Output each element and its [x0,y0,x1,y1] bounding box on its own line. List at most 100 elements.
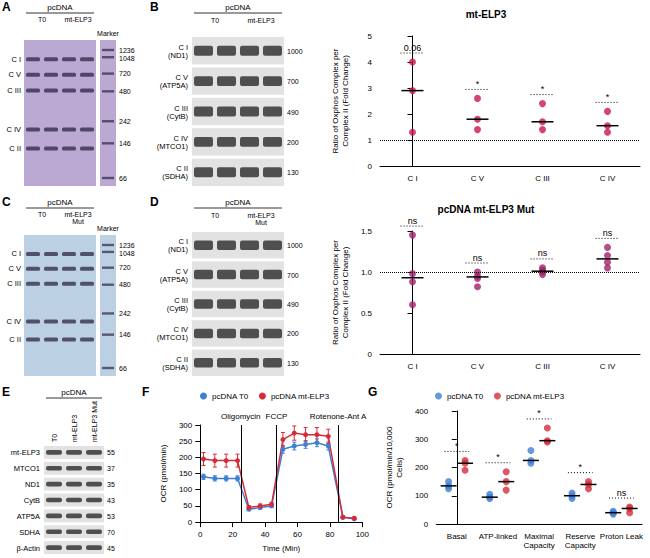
svg-text:1000: 1000 [287,48,303,55]
svg-text:SDHA: SDHA [19,528,40,537]
svg-text:T0: T0 [51,434,58,442]
svg-text:pcDNA: pcDNA [225,3,251,12]
svg-text:Time (Min): Time (Min) [262,544,300,553]
svg-text:200: 200 [415,463,429,472]
svg-text:pcDNA mt-ELP3: pcDNA mt-ELP3 [506,392,565,401]
svg-text:*: * [496,452,500,462]
svg-text:Basal: Basal [447,532,467,541]
svg-text:ATP5A: ATP5A [17,512,40,521]
svg-text:(ND1): (ND1) [168,51,189,60]
svg-text:0: 0 [424,520,429,529]
svg-text:Rotenone-Ant A: Rotenone-Ant A [310,412,367,421]
svg-text:D: D [150,195,159,209]
svg-text:300: 300 [179,421,193,430]
svg-text:MTCO1: MTCO1 [14,464,40,473]
svg-text:F: F [142,385,149,399]
svg-text:146: 146 [119,140,131,147]
svg-text:35: 35 [107,481,115,488]
svg-text:(CytB): (CytB) [167,304,189,313]
svg-text:C V: C V [471,362,485,371]
svg-text:300: 300 [415,435,429,444]
svg-text:pcDNA T0: pcDNA T0 [212,392,249,401]
svg-text:(MTCO1): (MTCO1) [157,333,189,342]
svg-text:(SDHA): (SDHA) [162,172,188,181]
svg-text:2: 2 [368,110,373,119]
svg-text:Cells): Cells) [395,457,404,478]
svg-text:490: 490 [287,109,299,116]
svg-text:200: 200 [287,330,299,337]
svg-text:*: * [606,92,610,102]
svg-text:pcDNA: pcDNA [225,198,251,207]
svg-text:Ratio of Oxphos Complex per: Ratio of Oxphos Complex per [331,48,340,153]
svg-text:C II: C II [9,335,21,344]
svg-text:C V: C V [8,70,21,79]
svg-text:Capacity: Capacity [565,541,596,550]
svg-text:C I: C I [11,55,21,64]
svg-text:Ratio of Oxphos Complex per: Ratio of Oxphos Complex per [331,240,340,345]
svg-text:C III: C III [7,86,21,95]
svg-text:45: 45 [107,545,115,552]
svg-text:Complex II (Fold Change): Complex II (Fold Change) [341,55,350,147]
svg-text:C I: C I [11,249,21,258]
svg-text:490: 490 [287,301,299,308]
svg-text:mt-ELP3: mt-ELP3 [11,448,40,457]
svg-text:242: 242 [119,118,131,125]
svg-text:C V: C V [471,174,485,183]
svg-text:ns: ns [473,253,483,263]
svg-text:CytB: CytB [24,496,40,505]
svg-text:mt-ELP3 Mut: mt-ELP3 Mut [91,401,98,442]
svg-text:C III: C III [535,174,550,183]
svg-text:Reserve: Reserve [565,532,595,541]
svg-text:80: 80 [325,530,334,539]
svg-text:37: 37 [107,465,115,472]
svg-text:150: 150 [179,469,193,478]
svg-text:C IV: C IV [6,317,21,326]
svg-text:C IV: C IV [600,362,616,371]
svg-text:1048: 1048 [119,55,135,62]
svg-text:66: 66 [119,175,127,182]
svg-text:*: * [476,79,480,89]
svg-text:pcDNA mt-ELP3 Mut: pcDNA mt-ELP3 Mut [438,204,536,215]
svg-text:mt-ELP3: mt-ELP3 [64,16,91,23]
svg-text:OCR (pmol/min/10,000: OCR (pmol/min/10,000 [385,426,394,508]
svg-text:(MTCO1): (MTCO1) [157,142,189,151]
svg-text:(ND1): (ND1) [168,245,189,254]
svg-text:43: 43 [107,497,115,504]
svg-text:130: 130 [287,360,299,367]
svg-text:250: 250 [179,437,193,446]
svg-text:pcDNA T0: pcDNA T0 [447,392,484,401]
svg-text:3: 3 [368,84,373,93]
svg-text:(ATP5A): (ATP5A) [160,81,189,90]
svg-text:720: 720 [119,70,131,77]
svg-text:C III: C III [535,362,550,371]
svg-text:20: 20 [228,530,237,539]
svg-text:OCR (pmol/min): OCR (pmol/min) [159,444,168,502]
svg-text:FCCP: FCCP [266,412,288,421]
svg-text:pcDNA mt-ELP3: pcDNA mt-ELP3 [271,392,330,401]
svg-text:55: 55 [107,449,115,456]
svg-text:E: E [2,385,10,399]
svg-text:100: 100 [415,491,429,500]
svg-text:200: 200 [287,139,299,146]
svg-text:66: 66 [119,365,127,372]
svg-text:Mut: Mut [72,218,84,225]
svg-text:Proton Leak: Proton Leak [600,532,644,541]
svg-text:ATP-linked: ATP-linked [479,532,518,541]
svg-text:(CytB): (CytB) [167,112,189,121]
svg-text:mt-ELP3: mt-ELP3 [64,211,91,218]
svg-text:400: 400 [415,407,429,416]
svg-text:ND1: ND1 [25,480,40,489]
svg-text:ns: ns [617,488,627,498]
svg-text:Maximal: Maximal [524,532,554,541]
svg-text:Oligomycin: Oligomycin [221,412,261,421]
svg-text:pcDNA: pcDNA [47,198,73,207]
svg-text:480: 480 [119,88,131,95]
svg-text:1236: 1236 [119,242,135,249]
svg-text:A: A [2,0,11,14]
svg-text:(ATP5A): (ATP5A) [160,275,189,284]
svg-text:C III: C III [7,279,21,288]
svg-text:*: * [537,408,541,418]
svg-text:Mut: Mut [255,219,267,226]
svg-text:ns: ns [538,248,548,258]
svg-text:C V: C V [8,264,21,273]
